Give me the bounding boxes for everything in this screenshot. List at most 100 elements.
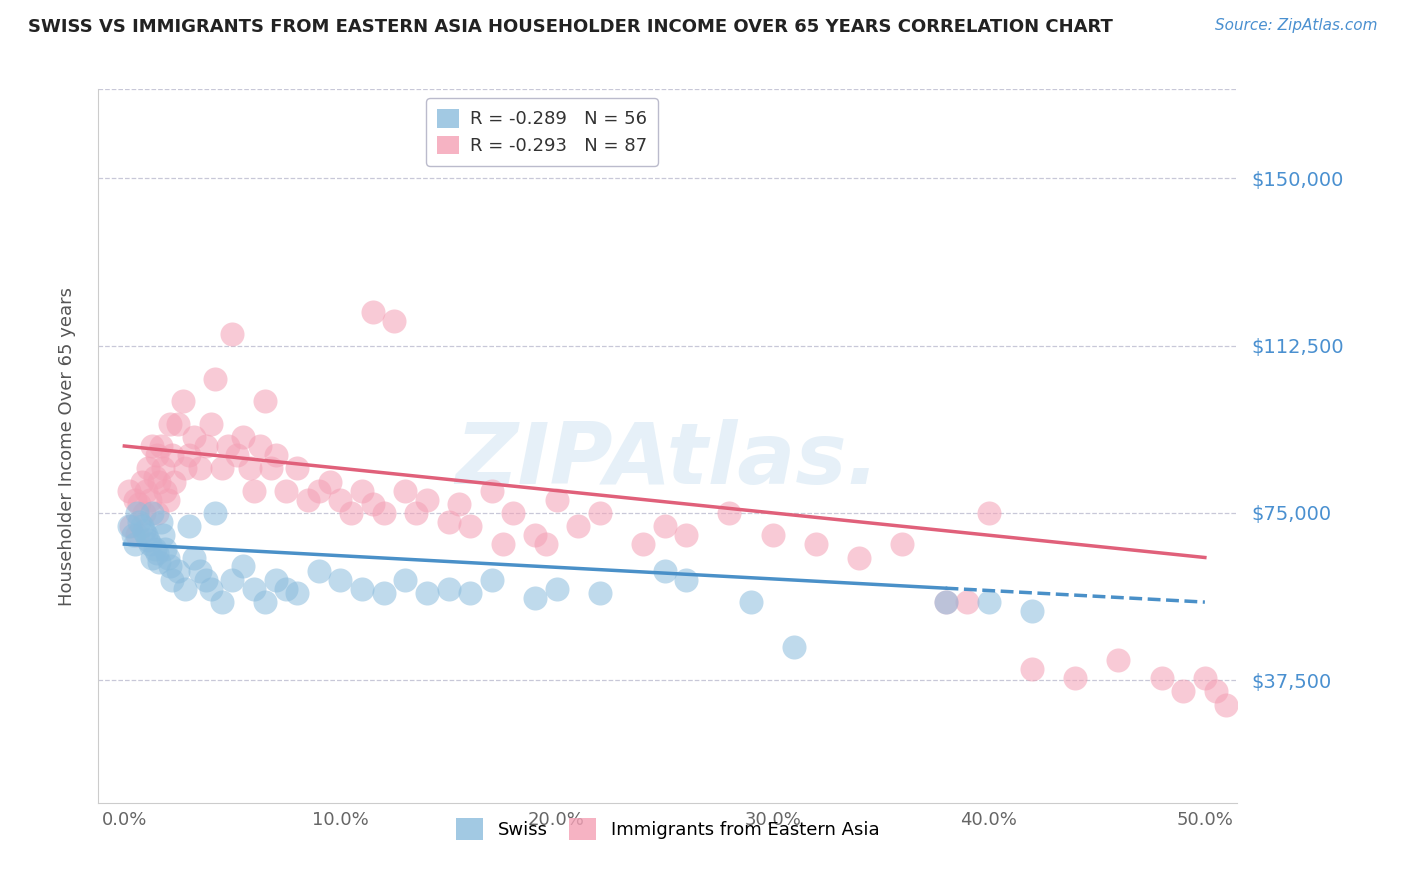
Point [239, 461, 262, 475]
Text: ZIPAtlas.: ZIPAtlas. [456, 418, 880, 502]
Point [384, 314, 406, 328]
Point [243, 582, 266, 596]
Point [150, 439, 173, 453]
Point [249, 439, 271, 453]
Point [481, 573, 503, 587]
Point [179, 519, 201, 533]
Point [458, 519, 481, 533]
Point [783, 640, 806, 654]
Point [1173, 684, 1195, 698]
Point [318, 475, 340, 489]
Point [152, 461, 174, 475]
Point [132, 524, 155, 538]
Point [1021, 662, 1043, 676]
Point [935, 595, 957, 609]
Point [131, 519, 153, 533]
Point [124, 492, 146, 507]
Point [163, 475, 186, 489]
Point [260, 461, 283, 475]
Point [141, 550, 163, 565]
Point [152, 528, 174, 542]
Point [188, 461, 211, 475]
Point [136, 533, 159, 547]
Point [1150, 671, 1173, 685]
Point [225, 448, 247, 462]
Y-axis label: Householder Income Over 65 years: Householder Income Over 65 years [58, 286, 76, 606]
Point [122, 528, 145, 542]
Point [458, 586, 481, 600]
Point [172, 394, 194, 409]
Point [675, 573, 697, 587]
Point [329, 492, 352, 507]
Point [416, 586, 439, 600]
Point [394, 573, 416, 587]
Point [891, 537, 914, 551]
Point [145, 546, 167, 560]
Point [232, 430, 254, 444]
Point [675, 528, 697, 542]
Point [143, 470, 166, 484]
Legend: Swiss, Immigrants from Eastern Asia: Swiss, Immigrants from Eastern Asia [449, 811, 887, 847]
Point [977, 595, 1000, 609]
Point [416, 492, 439, 507]
Point [276, 582, 298, 596]
Point [534, 537, 557, 551]
Point [124, 537, 146, 551]
Point [167, 417, 190, 431]
Point [373, 506, 395, 520]
Point [139, 537, 162, 551]
Point [156, 492, 179, 507]
Point [308, 483, 330, 498]
Point [253, 394, 276, 409]
Point [352, 483, 374, 498]
Point [394, 483, 416, 498]
Point [285, 586, 308, 600]
Point [160, 448, 183, 462]
Point [148, 555, 170, 569]
Point [156, 550, 179, 565]
Point [546, 492, 568, 507]
Point [159, 417, 181, 431]
Point [127, 506, 149, 520]
Point [128, 497, 150, 511]
Point [654, 519, 676, 533]
Point [132, 506, 155, 520]
Point [373, 586, 395, 600]
Point [118, 483, 141, 498]
Point [145, 506, 167, 520]
Point [135, 483, 157, 498]
Point [221, 327, 243, 342]
Point [253, 595, 276, 609]
Point [285, 461, 308, 475]
Point [276, 483, 298, 498]
Point [118, 519, 141, 533]
Point [352, 582, 374, 596]
Point [128, 515, 150, 529]
Point [155, 541, 177, 556]
Point [120, 519, 142, 533]
Point [437, 582, 460, 596]
Point [956, 595, 979, 609]
Point [481, 483, 503, 498]
Point [977, 506, 1000, 520]
Point [308, 564, 330, 578]
Point [155, 483, 177, 498]
Point [740, 595, 762, 609]
Point [173, 461, 195, 475]
Point [173, 582, 195, 596]
Point [135, 528, 157, 542]
Point [631, 537, 654, 551]
Point [523, 591, 546, 605]
Point [491, 537, 513, 551]
Point [150, 515, 173, 529]
Point [195, 573, 218, 587]
Point [1107, 653, 1129, 667]
Point [264, 573, 287, 587]
Point [361, 305, 384, 319]
Text: SWISS VS IMMIGRANTS FROM EASTERN ASIA HOUSEHOLDER INCOME OVER 65 YEARS CORRELATI: SWISS VS IMMIGRANTS FROM EASTERN ASIA HO… [28, 18, 1114, 36]
Point [437, 515, 460, 529]
Point [188, 564, 211, 578]
Point [1021, 604, 1043, 618]
Point [804, 537, 827, 551]
Point [1194, 671, 1216, 685]
